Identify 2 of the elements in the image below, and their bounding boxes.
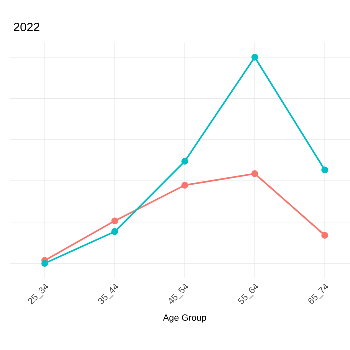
chart-title: 2022	[14, 22, 40, 32]
x-axis-title: Age Group	[163, 314, 206, 323]
